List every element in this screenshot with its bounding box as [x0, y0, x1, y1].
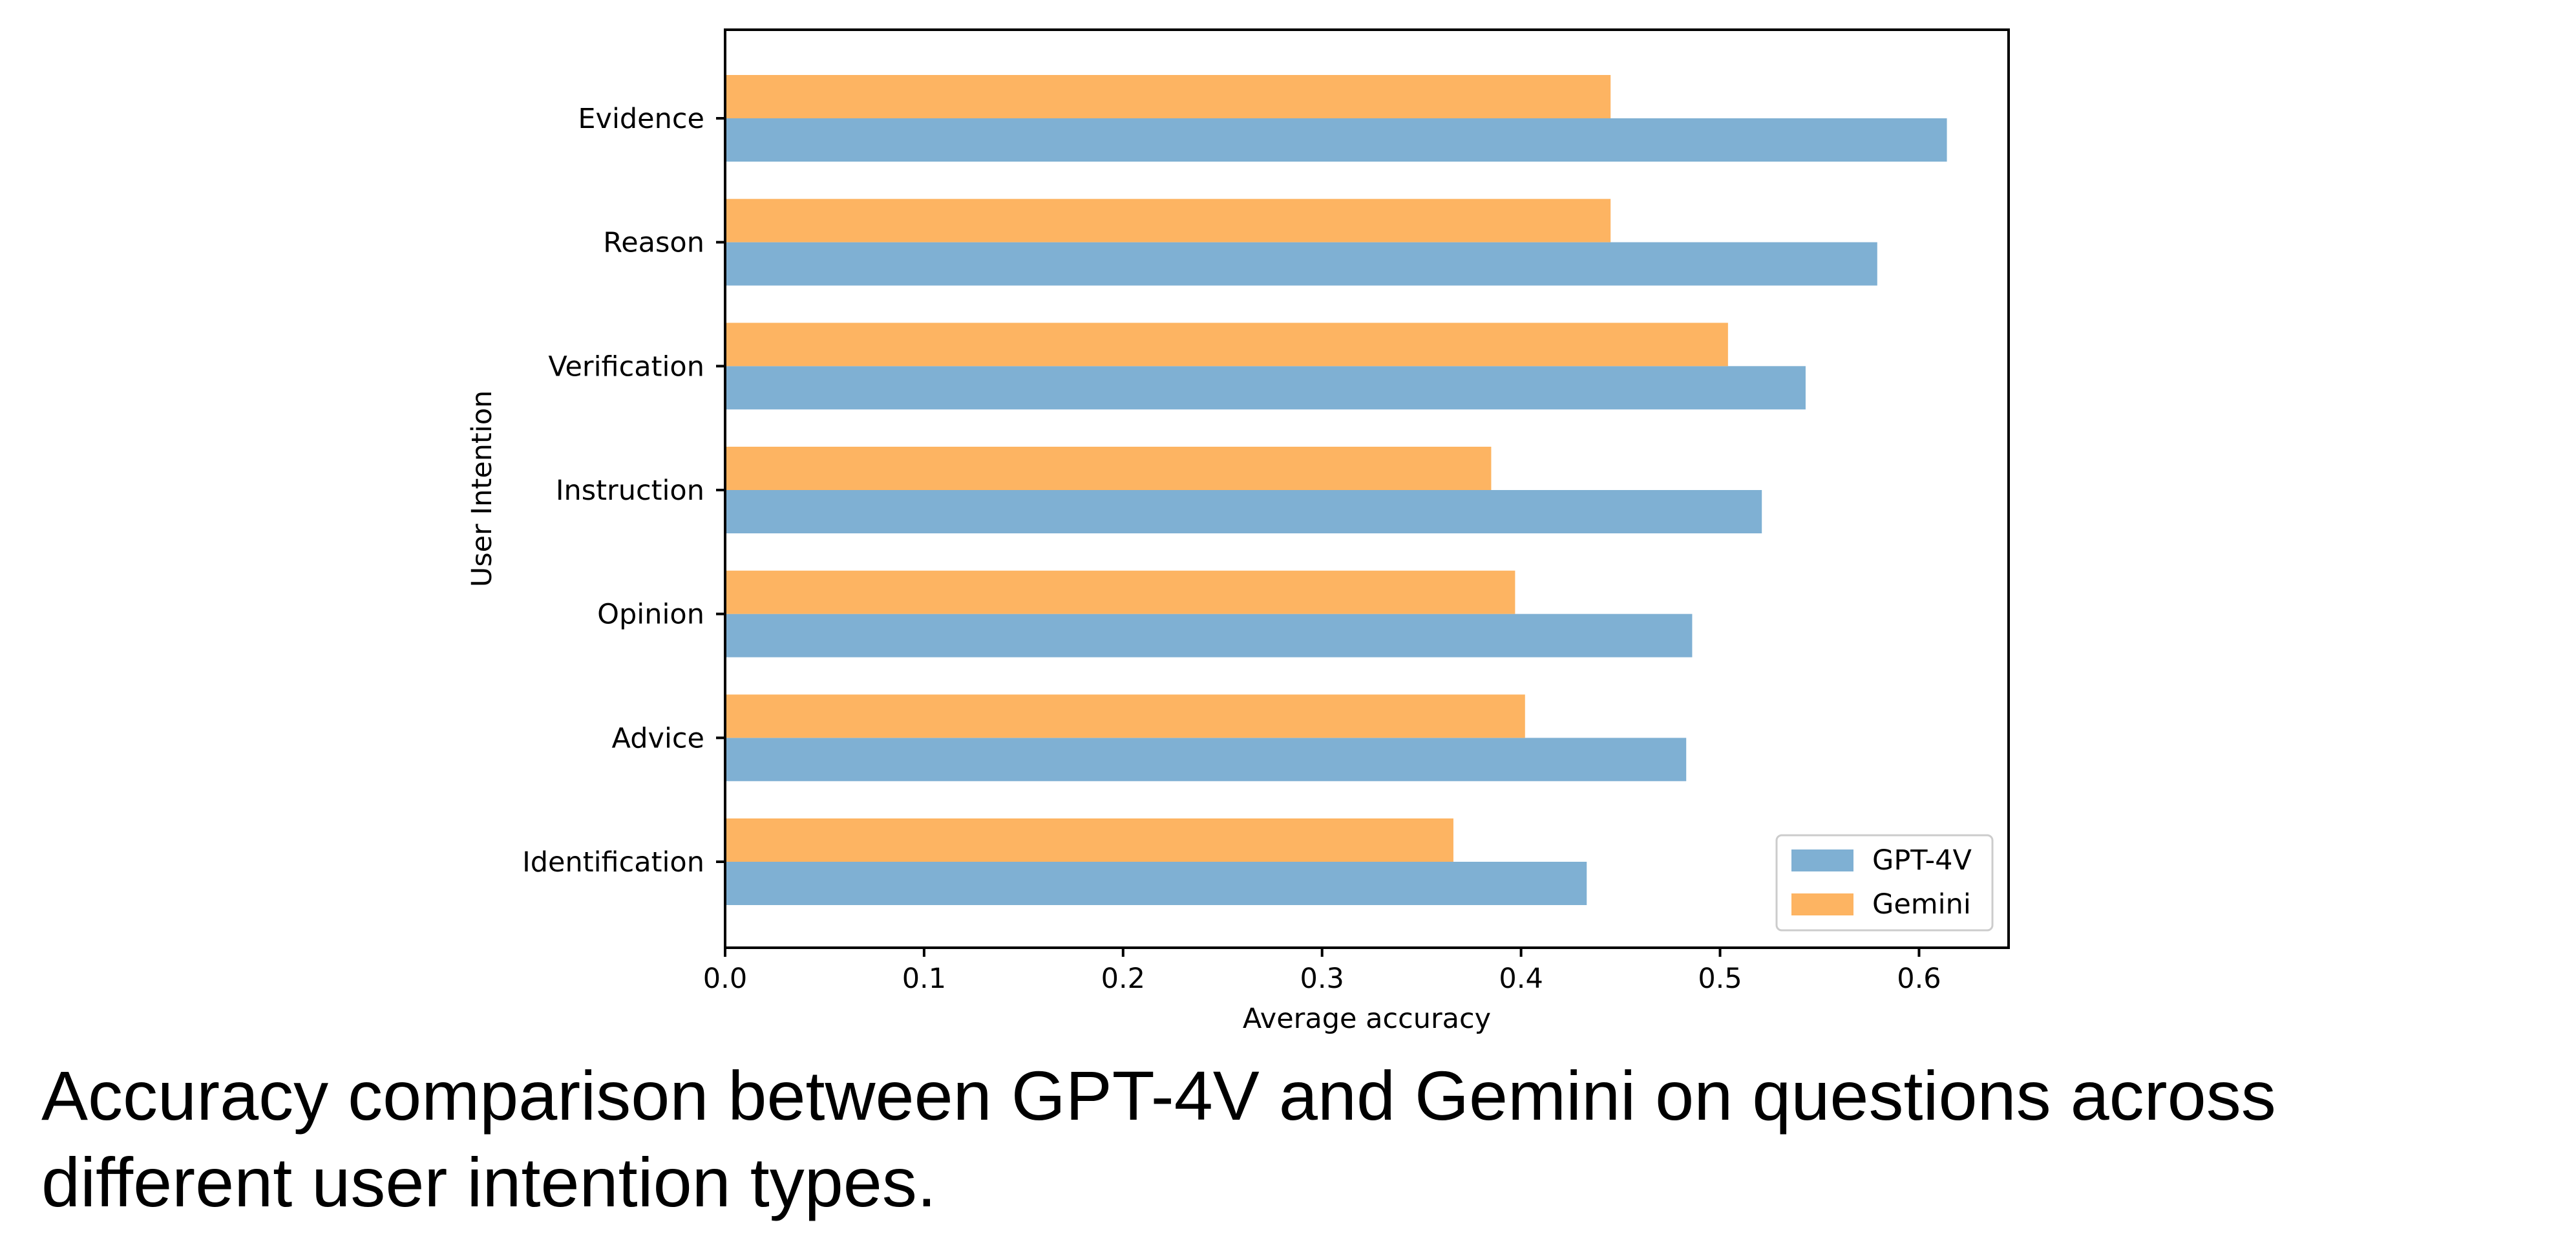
bars-group — [725, 75, 1947, 905]
bar-gpt-4v-evidence — [725, 118, 1947, 162]
x-tick-label-0-3: 0.3 — [1300, 963, 1344, 995]
x-axis: 0.0 0.1 0.2 0.3 0.4 0.5 0.6 — [703, 948, 1941, 995]
figure-caption: Accuracy comparison between GPT-4V and G… — [41, 1056, 2276, 1221]
bar-gpt-4v-reason — [725, 242, 1877, 286]
x-tick-label-0-0: 0.0 — [703, 963, 747, 995]
bar-gpt-4v-identification — [725, 862, 1587, 905]
legend-label-gpt-4v: GPT-4V — [1872, 844, 1972, 877]
x-tick-label-0-5: 0.5 — [1698, 963, 1742, 995]
legend-swatch-gpt-4v — [1791, 849, 1853, 871]
bar-gemini-verification — [725, 323, 1728, 367]
bar-gpt-4v-advice — [725, 738, 1687, 782]
bar-gemini-reason — [725, 198, 1611, 242]
legend-swatch-gemini — [1791, 893, 1853, 915]
y-tick-label-reason: Reason — [603, 227, 704, 259]
bar-gemini-advice — [725, 694, 1525, 738]
x-tick-label-0-1: 0.1 — [902, 963, 946, 995]
bar-chart: 0.0 0.1 0.2 0.3 0.4 0.5 0.6 Identification Advi… — [466, 28, 2010, 1034]
y-tick-label-evidence: Evidence — [578, 103, 704, 135]
bar-gpt-4v-verification — [725, 366, 1806, 410]
x-tick-label-0-4: 0.4 — [1499, 963, 1543, 995]
bar-gemini-opinion — [725, 570, 1515, 614]
y-tick-label-instruction: Instruction — [556, 475, 704, 507]
x-tick-label-0-6: 0.6 — [1897, 963, 1941, 995]
y-tick-label-opinion: Opinion — [597, 599, 704, 631]
y-axis-label: User Intention — [466, 390, 498, 588]
y-tick-label-advice: Advice — [612, 722, 704, 754]
bar-gemini-instruction — [725, 447, 1492, 490]
x-tick-label-0-2: 0.2 — [1101, 963, 1145, 995]
y-tick-label-verification: Verification — [548, 350, 704, 383]
bar-gemini-identification — [725, 818, 1453, 862]
bar-gpt-4v-instruction — [725, 490, 1762, 533]
legend-label-gemini: Gemini — [1872, 888, 1971, 921]
legend: GPT-4V Gemini — [1775, 834, 1994, 932]
x-axis-label: Average accuracy — [1243, 1003, 1491, 1034]
y-tick-label-identification: Identification — [522, 846, 704, 879]
bar-gpt-4v-opinion — [725, 614, 1693, 657]
bar-gemini-evidence — [725, 75, 1611, 118]
y-axis: Identification Advice Opinion Instruction Ve… — [522, 103, 725, 879]
